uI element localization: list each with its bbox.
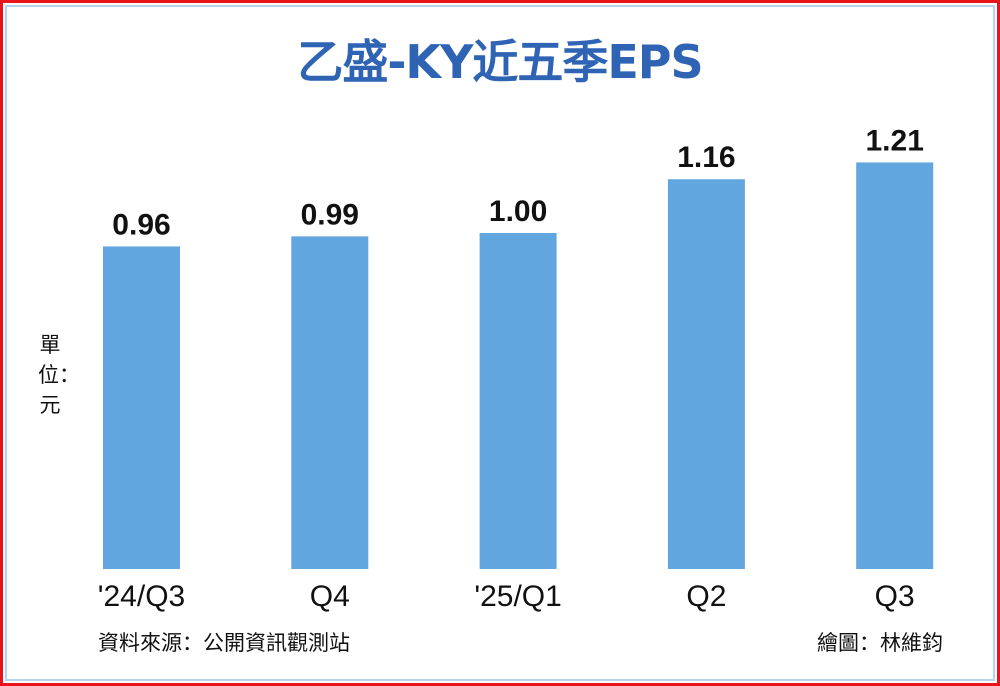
x-tick-label: Q2 [686,580,726,613]
data-label: 1.21 [866,124,924,157]
x-tick-label: '25/Q1 [474,580,561,613]
source-note: 資料來源：公開資訊觀測站 [98,631,350,655]
bar [479,233,557,569]
data-label: 0.96 [112,208,170,241]
data-label: 0.99 [301,198,359,231]
bar [103,246,180,569]
x-tick-label: '24/Q3 [98,580,185,613]
data-label: 1.16 [677,141,735,174]
chart-title: 乙盛-KY近五季EPS [297,35,703,89]
bar [667,179,745,570]
bar [291,236,369,570]
x-tick-label: Q4 [310,580,350,613]
credit-note: 繪圖：林維鈞 [817,631,943,655]
data-label: 1.00 [489,195,547,228]
x-tick-label: Q3 [875,580,915,613]
inner-border [5,5,995,681]
bar [856,162,934,569]
